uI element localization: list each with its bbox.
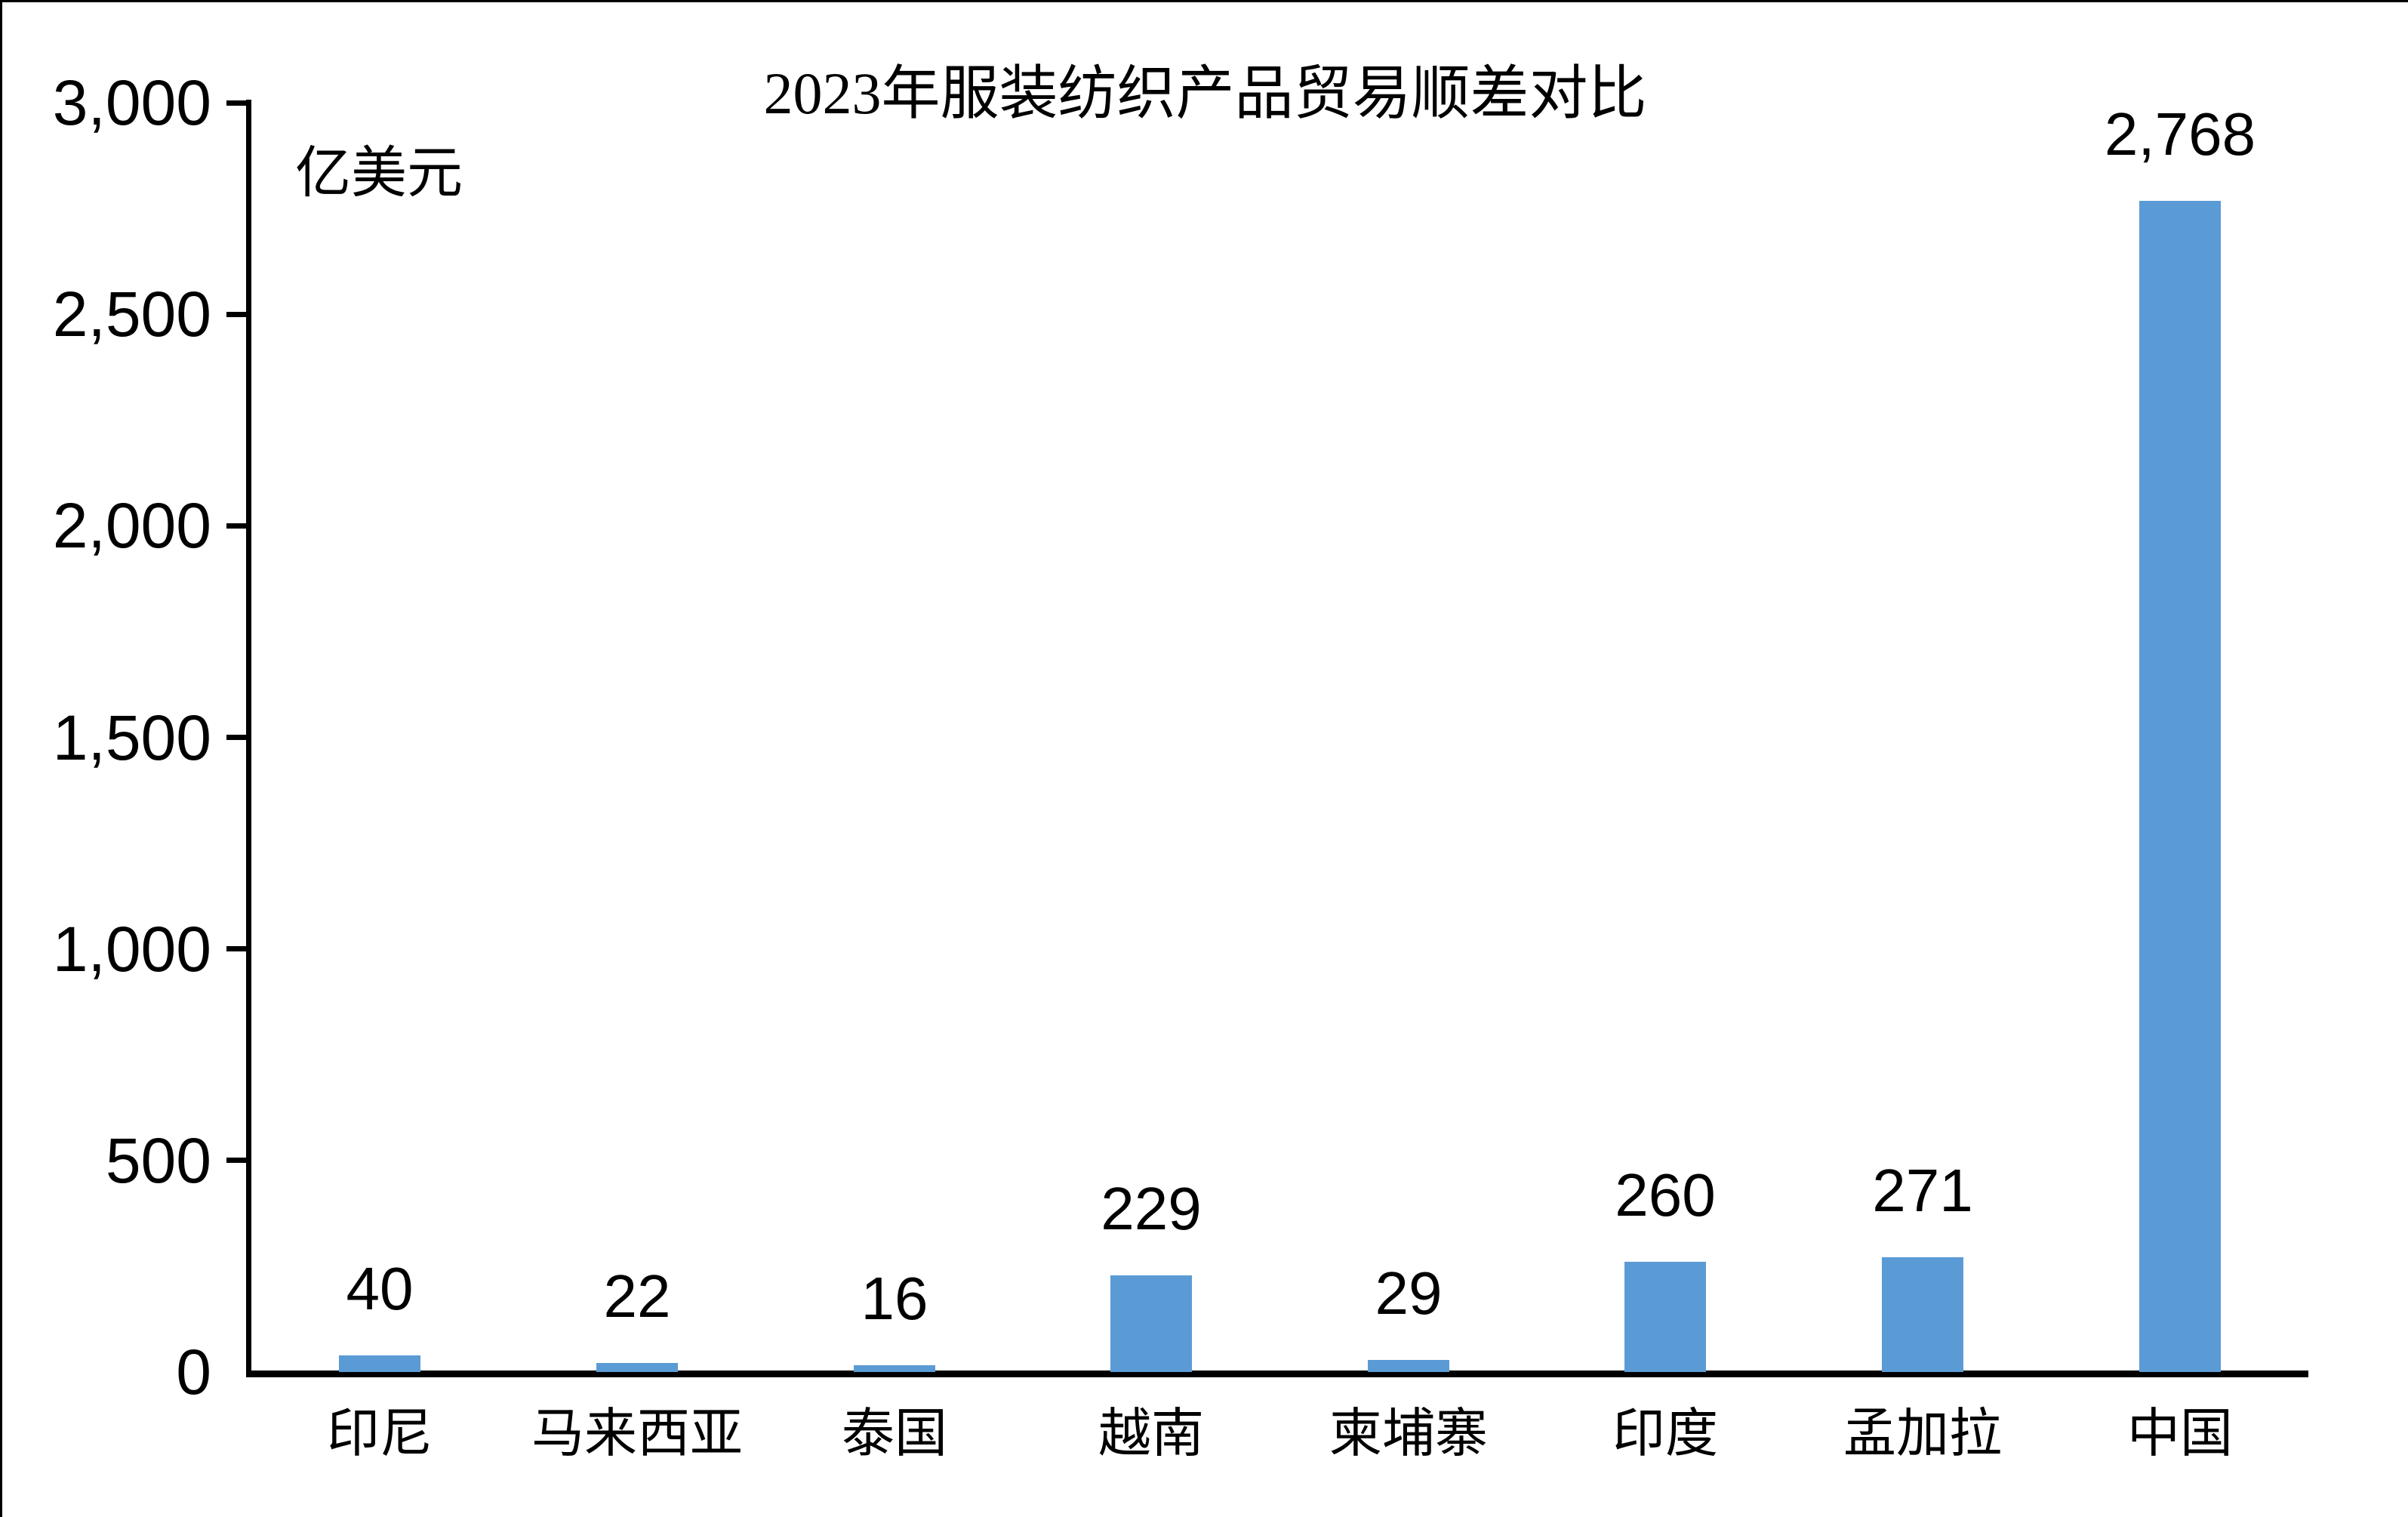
y-axis-tick-label: 0 [176, 1337, 211, 1408]
y-axis-tick [226, 735, 246, 740]
bar-value-label: 2,768 [2104, 100, 2256, 168]
y-axis-tick-label: 2,000 [52, 490, 211, 562]
category-label: 孟加拉 [1843, 1405, 2002, 1463]
y-axis-tick-label: 3,000 [52, 67, 211, 138]
bar-value-label: 16 [861, 1265, 928, 1332]
y-axis-tick-label: 1,500 [52, 701, 211, 773]
bar-value-label: 40 [346, 1255, 414, 1322]
y-axis-tick [226, 1158, 246, 1164]
bar-5 [1624, 1262, 1706, 1372]
bar-7 [2139, 201, 2221, 1372]
category-label: 中国 [2127, 1405, 2233, 1463]
chart-title: 2023年服装纺织产品贸易顺差对比 [763, 60, 1647, 126]
y-axis-unit-label: 亿美元 [295, 143, 463, 205]
y-axis-line [246, 100, 251, 1377]
bar-value-label: 271 [1872, 1157, 1973, 1224]
bar-value-label: 22 [603, 1263, 671, 1330]
y-axis-tick [226, 523, 246, 529]
category-label: 泰国 [842, 1405, 947, 1463]
bar-value-label: 229 [1101, 1175, 1202, 1242]
x-axis-line [246, 1371, 2308, 1377]
y-axis-tick-label: 1,000 [52, 913, 211, 985]
y-axis-tick [226, 100, 246, 106]
category-label: 印尼 [327, 1405, 433, 1463]
y-axis-tick-label: 500 [105, 1124, 211, 1196]
bar-1 [596, 1363, 678, 1372]
category-label: 马来西亚 [531, 1405, 743, 1463]
bar-6 [1882, 1257, 1963, 1372]
y-axis-tick-label: 2,500 [52, 279, 211, 350]
bar-4 [1368, 1360, 1449, 1372]
category-label: 越南 [1098, 1405, 1204, 1463]
category-label: 柬埔寨 [1329, 1405, 1488, 1463]
y-axis-tick [226, 311, 246, 317]
bar-2 [854, 1365, 935, 1372]
bar-value-label: 29 [1375, 1260, 1443, 1327]
bar-0 [339, 1355, 420, 1372]
bar-value-label: 260 [1615, 1161, 1716, 1229]
y-axis-tick [226, 946, 246, 952]
category-label: 印度 [1612, 1405, 1718, 1463]
bar-3 [1110, 1275, 1192, 1372]
